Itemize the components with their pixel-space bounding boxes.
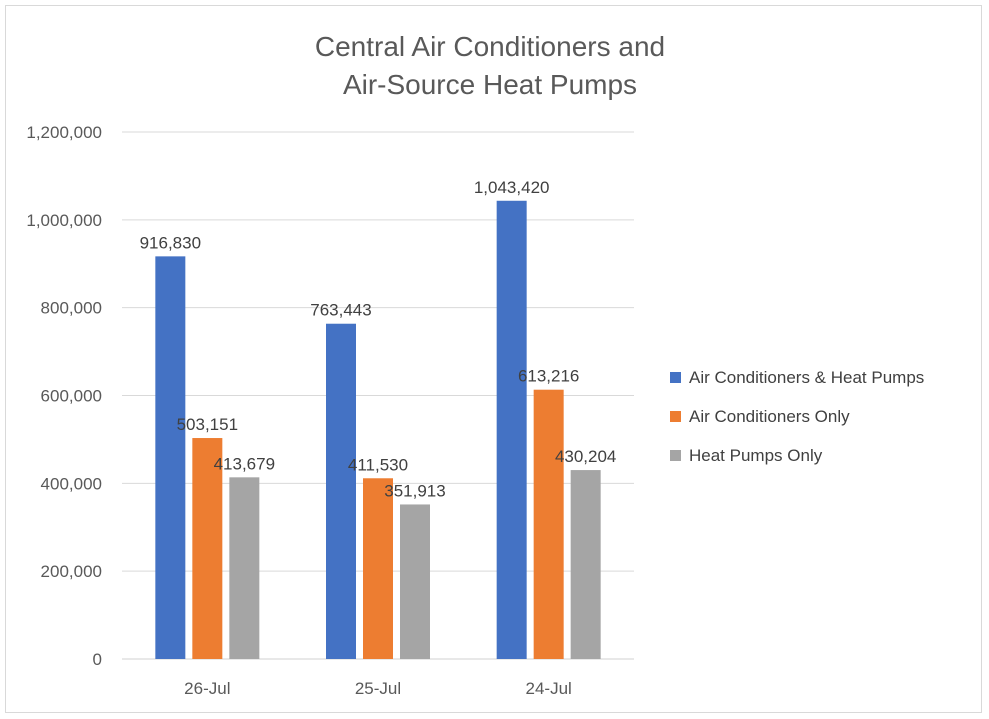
legend-swatch — [670, 450, 681, 461]
x-tick-label: 24-Jul — [526, 679, 572, 698]
bar — [496, 200, 527, 659]
bar — [570, 470, 601, 659]
y-tick-label: 1,000,000 — [26, 211, 102, 230]
bar — [533, 389, 564, 659]
chart-title-line-2: Air-Source Heat Pumps — [342, 69, 638, 100]
legend-item: Air Conditioners & Heat Pumps — [670, 358, 924, 397]
bar — [400, 504, 430, 659]
legend-label: Air Conditioners & Heat Pumps — [689, 367, 925, 387]
legend-item: Air Conditioners Only — [670, 397, 924, 436]
legend-label: Air Conditioners Only — [689, 406, 850, 426]
y-tick-label: 800,000 — [41, 299, 102, 318]
data-label: 916,830 — [140, 233, 201, 252]
y-tick-label: 0 — [93, 650, 102, 669]
bar — [363, 478, 393, 659]
data-label: 351,913 — [384, 481, 445, 500]
data-label: 503,151 — [177, 415, 238, 434]
data-label: 430,204 — [555, 447, 616, 466]
chart-title-line-1: Central Air Conditioners and — [314, 31, 666, 62]
bar — [326, 323, 356, 659]
y-tick-label: 200,000 — [41, 562, 102, 581]
bar — [229, 477, 260, 659]
data-label: 613,216 — [518, 367, 579, 386]
y-tick-label: 600,000 — [41, 387, 102, 406]
y-tick-label: 400,000 — [41, 474, 102, 493]
y-tick-label: 1,200,000 — [26, 123, 102, 142]
legend-swatch — [670, 411, 681, 422]
legend-item: Heat Pumps Only — [670, 436, 924, 475]
chart-title: Central Air Conditioners and Air-Source … — [190, 28, 790, 104]
data-label: 1,043,420 — [474, 178, 550, 197]
data-label: 763,443 — [310, 301, 371, 320]
bar — [155, 256, 186, 659]
legend-swatch — [670, 372, 681, 383]
legend-label: Heat Pumps Only — [689, 445, 823, 465]
bar — [192, 438, 223, 659]
data-label: 413,679 — [214, 454, 275, 473]
legend: Air Conditioners & Heat Pumps Air Condit… — [670, 358, 924, 475]
x-tick-label: 26-Jul — [184, 679, 230, 698]
data-label: 411,530 — [348, 455, 408, 474]
x-tick-label: 25-Jul — [355, 679, 401, 698]
